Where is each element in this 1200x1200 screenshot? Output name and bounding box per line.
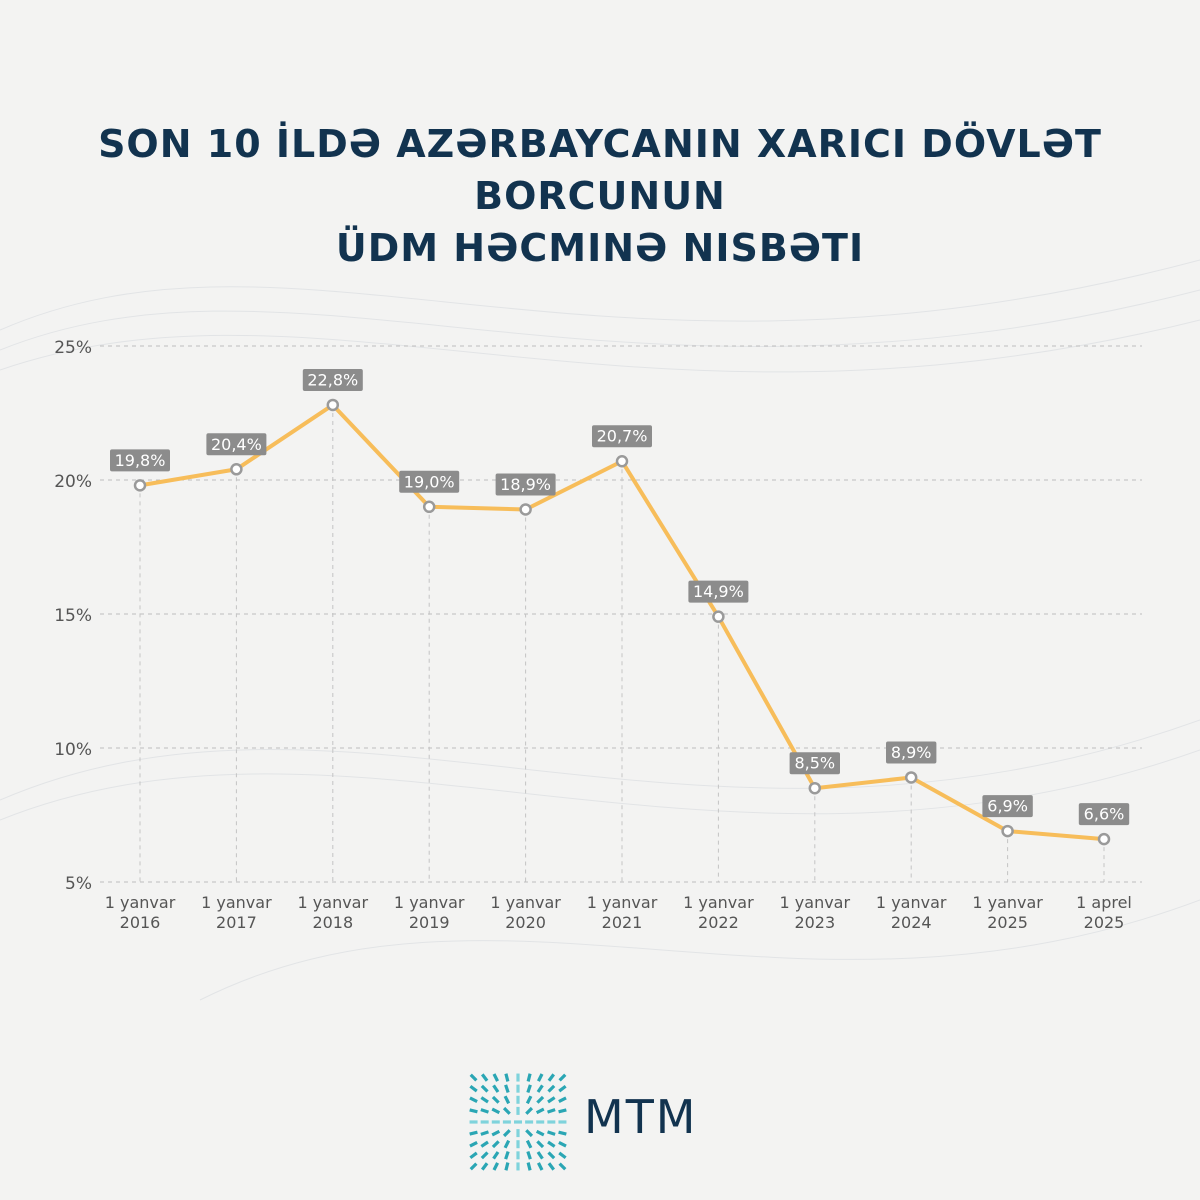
- y-tick-label: 5%: [65, 874, 92, 894]
- data-point: [1001, 824, 1014, 838]
- data-point: [808, 781, 822, 795]
- x-tick-label: 1 yanvar: [490, 893, 561, 912]
- data-label-bg: [886, 741, 937, 764]
- x-tick-label: 1 yanvar: [972, 893, 1043, 912]
- data-label: 18,9%: [500, 475, 551, 494]
- data-point: [1097, 832, 1111, 846]
- data-label: 6,9%: [987, 797, 1028, 816]
- y-tick-label: 15%: [54, 606, 92, 626]
- mtm-logo-icon: [469, 1073, 567, 1171]
- x-tick-label: 1 yanvar: [105, 893, 176, 912]
- x-tick-label: 2025: [1084, 913, 1125, 932]
- x-tick-label: 1 yanvar: [876, 893, 947, 912]
- data-point: [904, 771, 918, 784]
- x-tick-label: 2021: [602, 913, 643, 932]
- data-label: 14,9%: [693, 582, 744, 601]
- x-tick-label: 1 yanvar: [780, 893, 851, 912]
- data-point: [615, 454, 629, 468]
- data-label-bg: [302, 368, 363, 391]
- x-tick-label: 1 yanvar: [201, 893, 272, 912]
- data-label: 6,6%: [1084, 805, 1125, 824]
- data-label: 19,0%: [404, 472, 455, 491]
- data-point: [712, 610, 725, 623]
- data-label: 22,8%: [307, 370, 358, 389]
- x-tick-label: 2022: [698, 913, 739, 932]
- data-label-bg: [495, 473, 556, 496]
- data-label-bg: [789, 752, 840, 775]
- title-line-1: SON 10 İLDƏ AZƏRBAYCANIN XARICI DÖVLƏT B…: [98, 122, 1102, 218]
- data-label: 8,5%: [794, 754, 835, 773]
- y-tick-label: 20%: [54, 472, 92, 492]
- x-tick-label: 1 yanvar: [587, 893, 658, 912]
- x-tick-label: 2017: [216, 913, 257, 932]
- data-point: [422, 500, 436, 514]
- y-tick-label: 25%: [54, 338, 92, 358]
- data-label-bg: [982, 795, 1033, 818]
- logo-text: MTM: [584, 1090, 698, 1144]
- x-tick-label: 1 yanvar: [683, 893, 754, 912]
- data-label: 19,8%: [115, 451, 166, 470]
- x-tick-label: 2020: [505, 913, 546, 932]
- data-point: [133, 479, 147, 492]
- data-label-bg: [206, 433, 267, 456]
- x-tick-label: 1 yanvar: [298, 893, 369, 912]
- x-tick-label: 2025: [987, 913, 1028, 932]
- x-tick-label: 1 yanvar: [394, 893, 465, 912]
- data-label-bg: [688, 580, 749, 603]
- x-tick-label: 2024: [891, 913, 932, 932]
- y-tick-label: 10%: [54, 740, 92, 760]
- data-label-bg: [399, 470, 460, 493]
- title-line-2: ÜDM HƏCMINƏ NISBƏTI: [335, 226, 865, 270]
- chart-title: SON 10 İLDƏ AZƏRBAYCANIN XARICI DÖVLƏT B…: [0, 118, 1200, 274]
- x-tick-label: 2019: [409, 913, 450, 932]
- x-tick-label: 2023: [794, 913, 835, 932]
- data-point: [230, 463, 243, 476]
- data-label-bg: [592, 425, 652, 448]
- data-label: 8,9%: [891, 743, 932, 762]
- data-label-bg: [110, 449, 170, 472]
- data-label-bg: [1078, 803, 1130, 826]
- data-point: [519, 503, 532, 516]
- x-tick-label: 1 aprel: [1076, 893, 1132, 912]
- data-point: [326, 398, 340, 412]
- x-tick-label: 2016: [120, 913, 161, 932]
- x-tick-label: 2018: [312, 913, 353, 932]
- data-label: 20,4%: [211, 435, 262, 454]
- data-label: 20,7%: [597, 427, 648, 446]
